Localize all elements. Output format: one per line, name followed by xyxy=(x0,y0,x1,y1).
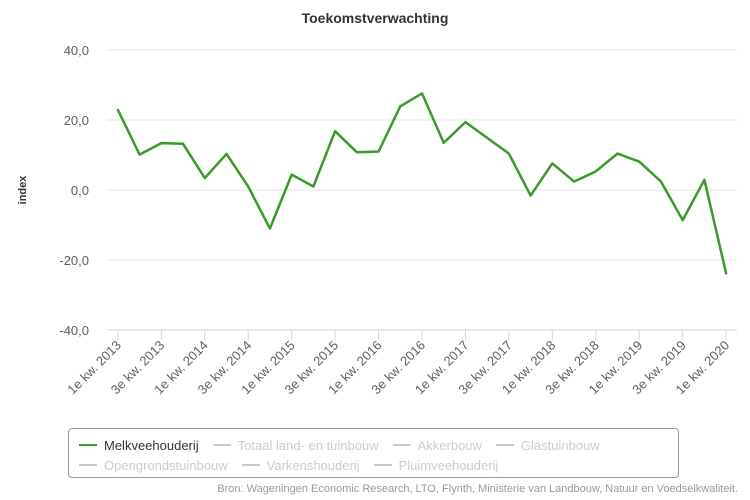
legend-label: Glastuinbouw xyxy=(520,437,600,453)
legend-item[interactable]: Totaal land- en tuinbouw xyxy=(212,435,379,455)
y-tick-label: -40,0 xyxy=(59,323,89,338)
legend-item[interactable]: Melkveehouderij xyxy=(79,435,199,455)
y-tick-label: 40,0 xyxy=(64,43,89,58)
series-layer xyxy=(116,92,728,275)
legend-label: Melkveehouderij xyxy=(104,437,199,453)
legend-item[interactable]: Akkerbouw xyxy=(392,435,482,455)
legend-item[interactable]: Pluimveehouderij xyxy=(373,455,499,475)
grid-lines xyxy=(107,49,737,261)
y-tick-label: 0,0 xyxy=(71,183,89,198)
y-tick-label: -20,0 xyxy=(59,253,89,268)
legend-item[interactable]: Varkenshouderij xyxy=(241,455,360,475)
legend-label: Varkenshouderij xyxy=(266,457,360,473)
legend-line-icon xyxy=(79,464,97,466)
legend-line-icon xyxy=(373,464,392,466)
legend-item[interactable]: Glastuinbouw xyxy=(495,435,600,455)
x-axis-tick-marks xyxy=(117,330,727,340)
chart-title: Toekomstverwachting xyxy=(302,10,449,26)
legend-item[interactable]: Opengrondstuinbouw xyxy=(79,455,228,475)
source-note: Bron: Wageningen Economic Research, LTO,… xyxy=(217,483,738,495)
legend-label: Akkerbouw xyxy=(417,437,482,453)
legend-line-icon xyxy=(241,464,260,466)
legend: Melkveehouderij Totaal land- en tuinbouw A… xyxy=(68,428,679,478)
legend-line-icon xyxy=(495,444,514,446)
y-axis-ticks: 40,0 20,0 0,0 -20,0 -40,0 xyxy=(59,43,89,338)
legend-line-icon xyxy=(392,444,411,446)
y-tick-label: 20,0 xyxy=(64,113,89,128)
legend-label: Totaal land- en tuinbouw xyxy=(237,437,379,453)
legend-line-icon xyxy=(79,444,97,446)
legend-label: Pluimveehouderij xyxy=(398,457,499,473)
y-axis-label: index xyxy=(17,175,29,205)
legend-label: Opengrondstuinbouw xyxy=(104,457,228,473)
legend-line-icon xyxy=(212,444,231,446)
